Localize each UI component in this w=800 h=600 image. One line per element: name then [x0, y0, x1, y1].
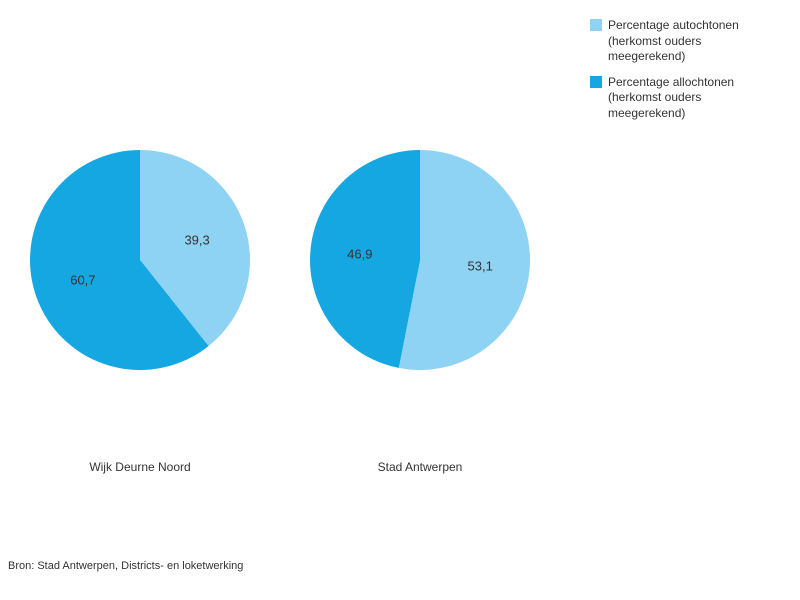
- charts-container: 39,3 60,7 Wijk Deurne Noord 53,1 46,9 Stad…: [30, 150, 530, 474]
- slice-value-label: 53,1: [468, 258, 493, 273]
- chart-title: Wijk Deurne Noord: [89, 460, 190, 474]
- legend-item: Percentage allochtonen (herkomst ouders …: [590, 75, 780, 122]
- source-attribution: Bron: Stad Antwerpen, Districts- en loke…: [8, 560, 243, 572]
- pie-chart: 39,3 60,7: [30, 150, 250, 370]
- pie-disc: [30, 150, 250, 370]
- legend-swatch-icon: [590, 76, 602, 88]
- legend-label: Percentage allochtonen (herkomst ouders …: [608, 75, 780, 122]
- legend-label: Percentage autochtonen (herkomst ouders …: [608, 18, 780, 65]
- slice-value-label: 46,9: [347, 247, 372, 262]
- chart-column: 39,3 60,7 Wijk Deurne Noord: [30, 150, 250, 474]
- pie-disc: [310, 150, 530, 370]
- pie-chart: 53,1 46,9: [310, 150, 530, 370]
- chart-column: 53,1 46,9 Stad Antwerpen: [310, 150, 530, 474]
- legend: Percentage autochtonen (herkomst ouders …: [590, 18, 780, 132]
- legend-item: Percentage autochtonen (herkomst ouders …: [590, 18, 780, 65]
- legend-swatch-icon: [590, 19, 602, 31]
- slice-value-label: 39,3: [184, 233, 209, 248]
- chart-title: Stad Antwerpen: [378, 460, 463, 474]
- slice-value-label: 60,7: [70, 272, 95, 287]
